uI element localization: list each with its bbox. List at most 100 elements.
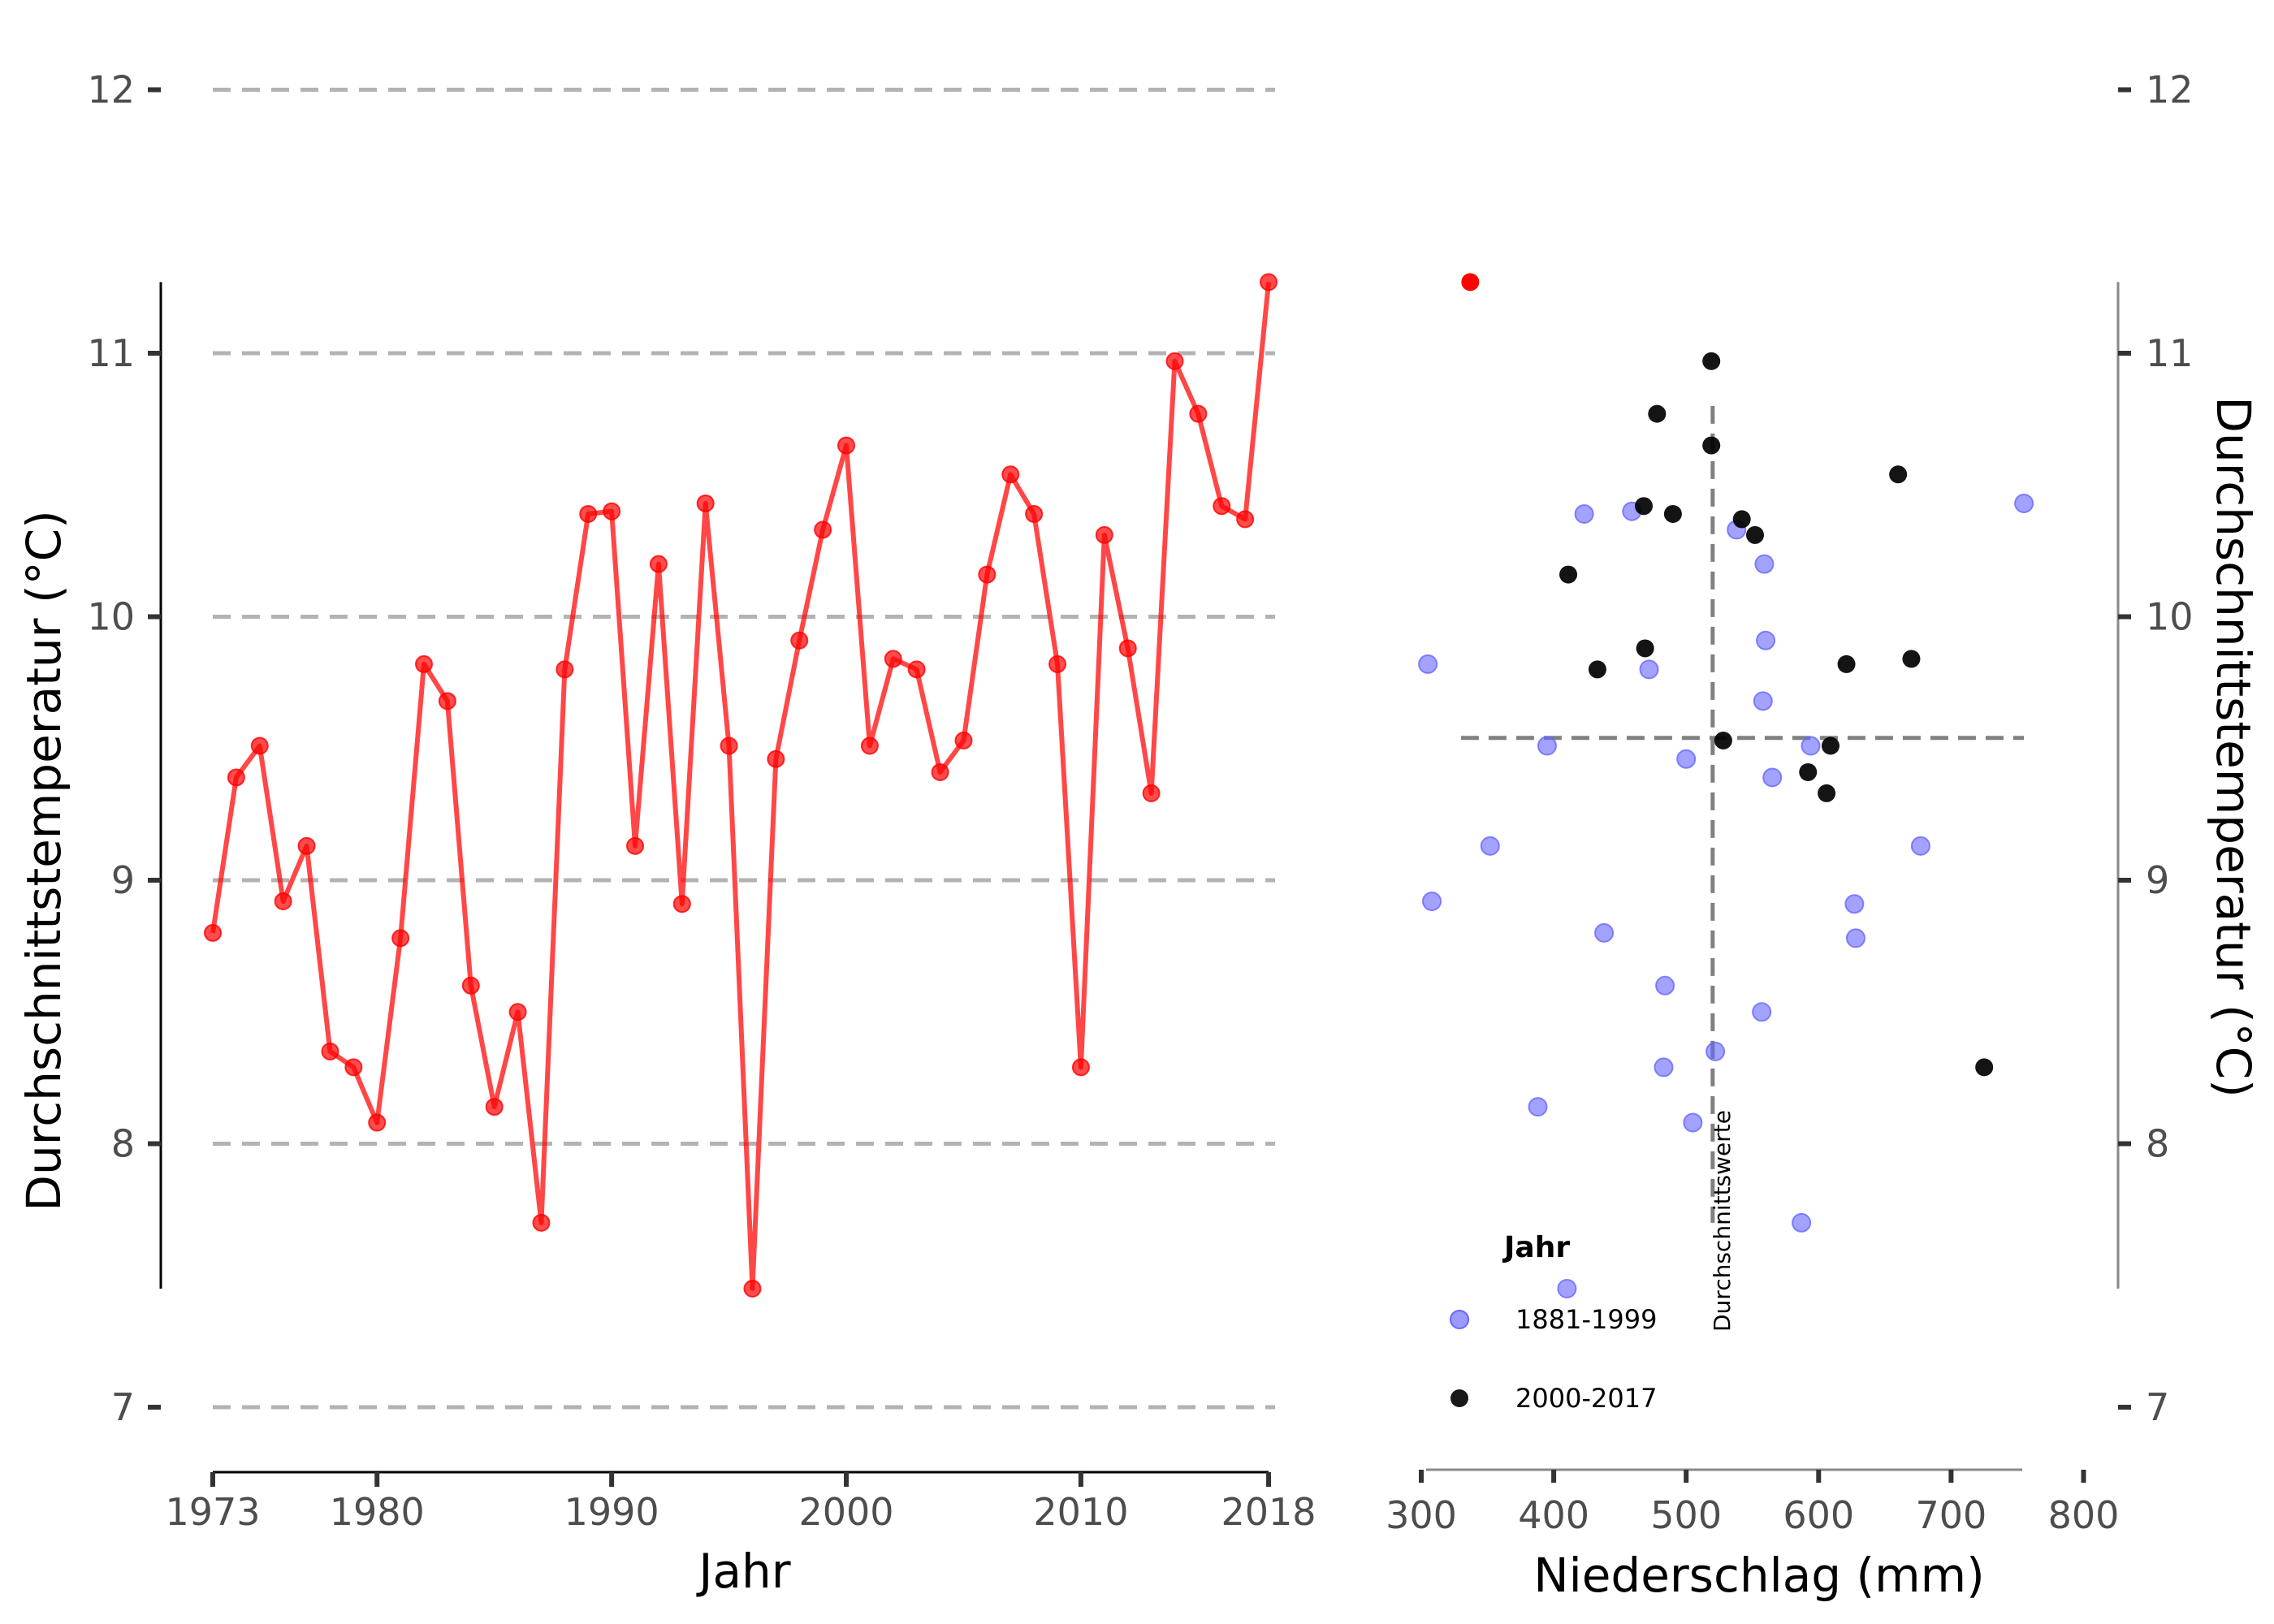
axes: 7 8 9 10 11 12 1973 1980 1990 2000 2010 2018 7 8 9 10 11… bbox=[87, 68, 2193, 1538]
line-point bbox=[1118, 639, 1137, 658]
line-point bbox=[532, 1213, 551, 1232]
line-point bbox=[884, 650, 902, 668]
scatter-point-recent bbox=[1902, 650, 1921, 668]
line-point bbox=[556, 660, 574, 679]
line-point bbox=[1001, 465, 1020, 484]
scatter-point-historic bbox=[1801, 736, 1821, 756]
line-point bbox=[767, 749, 785, 768]
right-y-tick-label: 7 bbox=[2146, 1385, 2169, 1429]
line-point bbox=[391, 929, 410, 948]
scatter-point-recent bbox=[1702, 436, 1721, 455]
line-point bbox=[626, 836, 645, 855]
line-point bbox=[274, 892, 292, 910]
scatter-x-tick-label: 600 bbox=[1783, 1493, 1854, 1537]
legend-title: Jahr bbox=[1502, 1231, 1570, 1264]
scatter-point-historic bbox=[1754, 554, 1775, 574]
scatter-point-recent bbox=[1746, 525, 1765, 544]
legend: Jahr 1881-1999 2000-2017 bbox=[1450, 1231, 1657, 1414]
scatter-point-historic bbox=[1676, 749, 1697, 769]
scatter-point-recent bbox=[1975, 1058, 1994, 1077]
scatter-point-historic bbox=[1756, 630, 1776, 650]
left-x-tick-label: 2018 bbox=[1221, 1490, 1316, 1534]
line-point bbox=[1142, 784, 1161, 802]
line-point bbox=[790, 631, 809, 650]
line-point bbox=[931, 762, 949, 781]
scatter-point-historic bbox=[1418, 654, 1438, 674]
chart-marks bbox=[204, 273, 2034, 1298]
line-point bbox=[1236, 510, 1255, 529]
scatter-y-title-right: Durchschnittstemperatur (°C) bbox=[2206, 396, 2261, 1097]
line-point bbox=[321, 1042, 339, 1060]
line-point bbox=[672, 895, 691, 914]
scatter-x-tick-label: 300 bbox=[1386, 1493, 1457, 1537]
line-point bbox=[978, 565, 996, 584]
legend-label-recent: 2000-2017 bbox=[1515, 1383, 1657, 1414]
scatter-point-historic bbox=[1654, 1057, 1674, 1078]
scatter-x-tick-label: 700 bbox=[1915, 1493, 1987, 1537]
scatter-point-historic bbox=[1557, 1278, 1577, 1298]
mean-annotation: Durchschnittswerte bbox=[1709, 1110, 1736, 1332]
scatter-point-recent bbox=[1559, 565, 1578, 584]
legend-swatch-recent bbox=[1450, 1389, 1468, 1407]
scatter-point-recent bbox=[1821, 736, 1840, 755]
line-point bbox=[485, 1098, 504, 1116]
line-point bbox=[907, 660, 926, 679]
scatter-point-recent bbox=[1818, 784, 1836, 802]
temperature-line bbox=[210, 282, 1272, 1291]
line-point bbox=[368, 1113, 387, 1132]
left-x-tick-label: 2000 bbox=[798, 1490, 893, 1534]
line-point bbox=[603, 502, 621, 520]
left-x-tick-label: 1990 bbox=[564, 1490, 659, 1534]
line-point bbox=[1260, 273, 1278, 292]
line-point bbox=[649, 555, 668, 573]
legend-label-historic: 1881-1999 bbox=[1515, 1304, 1657, 1335]
scatter-point-recent bbox=[1648, 404, 1667, 423]
scatter-x-tick-label: 400 bbox=[1518, 1493, 1589, 1537]
left-y-tick-label: 7 bbox=[111, 1385, 135, 1429]
scatter-point-historic bbox=[1528, 1097, 1548, 1117]
line-point bbox=[1213, 497, 1231, 516]
scatter-point-historic bbox=[1706, 1041, 1726, 1061]
left-y-tick-label: 8 bbox=[111, 1122, 135, 1166]
line-point bbox=[1025, 504, 1044, 523]
scatter-point-historic bbox=[1422, 891, 1442, 911]
line-point bbox=[250, 736, 269, 755]
left-x-tick-label: 1980 bbox=[330, 1490, 425, 1534]
scatter-point-historic bbox=[2014, 493, 2034, 513]
scatter-point-historic bbox=[1845, 928, 1865, 948]
gridlines bbox=[213, 88, 1275, 1410]
left-y-tick-label: 12 bbox=[87, 68, 135, 112]
line-point bbox=[814, 520, 832, 539]
scatter-point-recent bbox=[1714, 732, 1732, 750]
scatter-point-recent bbox=[1635, 497, 1654, 516]
line-chart-x-title: Jahr bbox=[696, 1544, 790, 1599]
scatter-point-historic bbox=[1752, 1002, 1772, 1022]
line-point bbox=[438, 692, 456, 710]
scatter-point-historic bbox=[1844, 894, 1865, 914]
line-point bbox=[1165, 352, 1184, 370]
scatter-x-tick-label: 500 bbox=[1650, 1493, 1722, 1537]
scatter-point-historic bbox=[1639, 659, 1659, 680]
line-point bbox=[227, 768, 245, 787]
scatter-point-historic bbox=[1683, 1112, 1703, 1133]
scatter-point-recent bbox=[1663, 504, 1682, 523]
scatter-x-title: Niederschlag (mm) bbox=[1533, 1548, 1985, 1603]
line-point bbox=[1071, 1058, 1090, 1077]
left-x-tick-label: 1973 bbox=[165, 1490, 260, 1534]
line-point bbox=[1095, 525, 1113, 544]
line-point bbox=[461, 976, 480, 995]
left-y-tick-label: 11 bbox=[87, 331, 135, 375]
scatter-point-recent bbox=[1702, 352, 1721, 370]
legend-swatch-historic bbox=[1450, 1310, 1469, 1329]
line-point bbox=[415, 654, 434, 673]
right-y-tick-label: 9 bbox=[2146, 858, 2169, 902]
line-point bbox=[720, 736, 738, 755]
line-point bbox=[954, 732, 973, 750]
scatter-point-historic bbox=[1792, 1212, 1812, 1233]
left-y-tick-label: 10 bbox=[87, 595, 135, 639]
line-point bbox=[696, 494, 715, 512]
scatter-point-recent bbox=[1889, 465, 1908, 484]
scatter-point-recent bbox=[1732, 510, 1751, 529]
scatter-point-historic bbox=[1574, 503, 1594, 524]
